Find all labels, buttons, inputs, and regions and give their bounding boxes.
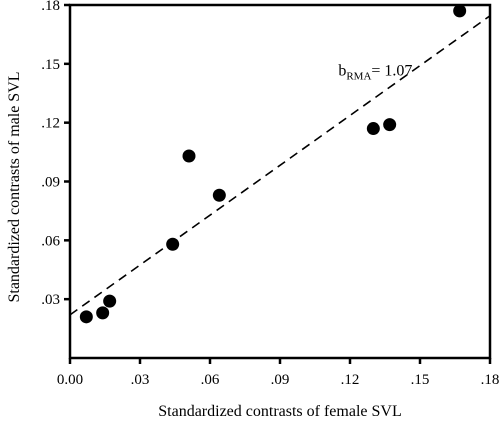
data-point: [366, 122, 380, 136]
x-tick-label: .12: [341, 372, 360, 388]
x-axis: 0.00 .03 .06 .09 .12 .15 .18: [57, 358, 500, 388]
y-tick-label: .06: [41, 233, 60, 249]
data-point: [453, 4, 467, 18]
x-axis-title: Standardized contrasts of female SVL: [158, 403, 401, 420]
data-point: [79, 310, 93, 324]
y-axis-title: Standardized contrasts of male SVL: [6, 71, 23, 302]
data-point: [96, 306, 110, 320]
y-axis: .03 .06 .09 .12 .15 .18: [41, 0, 70, 308]
x-tick-label: 0.00: [57, 372, 83, 388]
x-tick-label: .15: [411, 372, 430, 388]
data-point: [383, 118, 397, 132]
data-point: [103, 294, 117, 308]
plot-frame: [68, 3, 492, 360]
data-point: [212, 188, 226, 202]
y-tick-label: .18: [41, 0, 60, 14]
rma-annotation: bRMA= 1.07: [338, 63, 412, 83]
regression-line-group: [69, 15, 491, 316]
y-tick-label: .09: [41, 175, 60, 191]
data-point: [166, 237, 180, 251]
x-tick-label: .06: [201, 372, 220, 388]
data-point: [182, 149, 196, 163]
data-points: [79, 4, 467, 324]
y-tick-label: .03: [41, 292, 60, 308]
x-tick-label: .18: [481, 372, 500, 388]
plot-border: [68, 3, 492, 360]
regression-line: [69, 15, 491, 316]
y-tick-label: .12: [41, 116, 60, 132]
y-tick-label: .15: [41, 57, 60, 73]
x-tick-label: .09: [271, 372, 290, 388]
x-tick-label: .03: [131, 372, 150, 388]
